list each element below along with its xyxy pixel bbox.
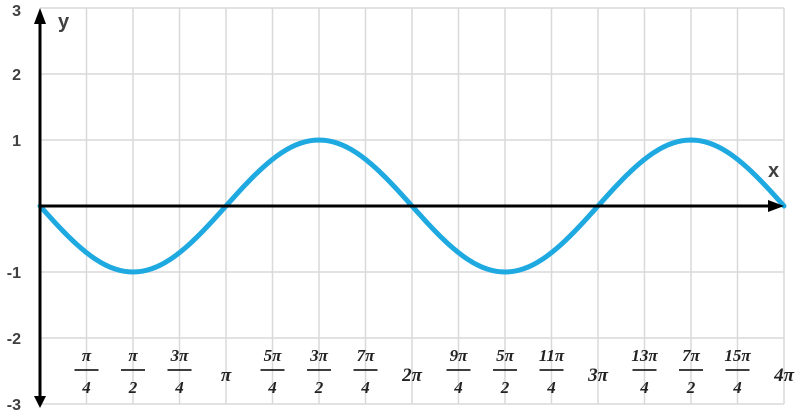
x-tick-numerator: 5π [496, 346, 515, 365]
x-tick-denominator: 4 [267, 378, 277, 397]
x-tick-denominator: 4 [546, 378, 556, 397]
x-tick-fraction: 9π 4 [446, 346, 471, 397]
x-tick-denominator: 2 [500, 378, 510, 397]
y-tick-labels: 3 2 1 -1 -2 -3 [7, 3, 21, 413]
y-axis-label: y [58, 11, 70, 33]
x-tick-numerator: π [82, 346, 92, 365]
x-tick-fraction: 3π 2 [307, 346, 331, 397]
x-tick-denominator: 4 [81, 378, 91, 397]
x-tick-denominator: 4 [174, 378, 184, 397]
x-tick-fraction: 11π 4 [539, 346, 565, 397]
y-tick-label: -2 [7, 331, 21, 348]
x-tick-fraction: π4 [74, 346, 99, 397]
x-tick-fraction: π2 [121, 346, 145, 397]
y-axis-arrow-down [34, 396, 46, 408]
x-tick-denominator: 4 [732, 378, 742, 397]
x-tick-fraction: 3π 4 [167, 346, 192, 397]
x-tick-denominator: 4 [639, 378, 649, 397]
x-tick-numerator: 7π [357, 346, 376, 365]
x-tick-fraction: 5π 4 [260, 346, 285, 397]
x-tick-denominator: 2 [128, 378, 138, 397]
y-tick-label: -1 [7, 265, 21, 282]
x-tick-denominator: 2 [686, 378, 696, 397]
x-tick-label: 2π [401, 365, 423, 386]
x-tick-numerator: 3π [170, 346, 190, 365]
x-axis-arrow [768, 200, 784, 212]
x-tick-label: π [221, 365, 232, 386]
x-tick-numerator: 7π [682, 346, 701, 365]
x-tick-numerator: π [128, 346, 138, 365]
x-tick-numerator: 9π [450, 346, 469, 365]
x-tick-numerator: 13π [631, 346, 658, 365]
y-tick-label: 2 [12, 67, 21, 84]
x-tick-fraction: 7π 4 [353, 346, 378, 397]
axes [34, 8, 784, 408]
x-tick-fraction: 5π 2 [493, 346, 517, 397]
x-tick-denominator: 4 [453, 378, 463, 397]
x-tick-denominator: 4 [360, 378, 370, 397]
x-tick-label: 4π [773, 365, 795, 386]
x-tick-label: 3π [587, 365, 609, 386]
x-tick-fraction: 7π 2 [679, 346, 703, 397]
x-tick-fraction: 13π 4 [631, 346, 658, 397]
x-tick-fraction: 15π 4 [724, 346, 751, 397]
y-tick-label: 3 [12, 3, 21, 20]
y-tick-label: -3 [7, 397, 21, 413]
y-tick-label: 1 [12, 133, 21, 150]
y-axis-arrow-up [34, 8, 46, 24]
x-tick-numerator: 15π [724, 346, 751, 365]
x-tick-labels: π4π23π4π5π43π27π42π9π45π211π43π13π47π215… [74, 346, 795, 397]
x-tick-numerator: 5π [264, 346, 283, 365]
x-tick-denominator: 2 [314, 378, 324, 397]
x-tick-numerator: 11π [539, 346, 565, 365]
x-tick-numerator: 3π [309, 346, 329, 365]
x-axis-label: x [768, 160, 779, 182]
